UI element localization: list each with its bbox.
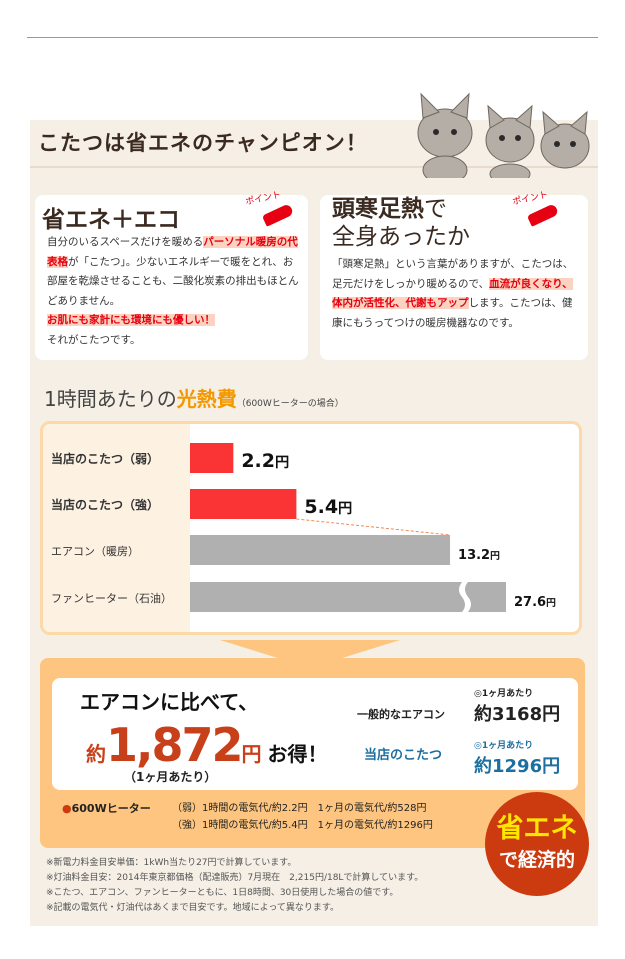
aircon-label: 一般的なエアコン — [357, 708, 445, 721]
heater-spec-label: ●600Wヒーター — [62, 802, 151, 815]
pointing-hand-icon — [261, 203, 295, 227]
title-divider — [30, 166, 598, 168]
kotatsu-label: 当店のこたつ — [364, 748, 443, 763]
health-heading: 頭寒足熱で 全身あったか — [332, 196, 470, 250]
health-body: 「頭寒足熱」という言葉がありますが、こたつは、足元だけをしっかり暖めるので、血流… — [332, 258, 574, 329]
bar-value-label: 27.6円 — [514, 595, 556, 610]
eco-card: 省エネ＋エコ ポイント 自分のいるスペースだけを暖めるパーソナル暖房の代表格が「… — [35, 190, 308, 360]
bar-value-label: 5.4円 — [304, 496, 352, 518]
aircon-value: 約3168円 — [474, 704, 561, 725]
bar — [190, 489, 297, 519]
per-month-note: （1ヶ月あたり） — [124, 770, 217, 784]
eco-body: 自分のいるスペースだけを暖めるパーソナル暖房の代表格が「こたつ」。少ないエネルギ… — [47, 236, 299, 346]
eco-heading: 省エネ＋エコ — [42, 207, 180, 233]
footnotes: ※新電力料金目安単価：1kWh当たり27円で計算しています。 ※灯油料金目安：2… — [46, 858, 424, 913]
bar — [190, 582, 506, 612]
kittens-illustration — [417, 92, 590, 178]
kotatsu-note: ◎1ヶ月あたり — [474, 741, 534, 751]
savings-amount: 約1,872円 お得！ — [86, 718, 328, 772]
eco-badge: 省エネ で経済的 — [485, 792, 589, 896]
cost-section-title: 1時間あたりの光熱費（600Wヒーターの場合） — [44, 387, 344, 411]
label-column — [43, 424, 190, 632]
bar-value-label: 2.2円 — [241, 450, 289, 472]
savings-summary: エアコンに比べて、 約1,872円 お得！ （1ヶ月あたり） 一般的なエアコン ◎… — [52, 678, 578, 790]
bar-label: ファンヒーター（石油） — [51, 591, 172, 605]
bar-label: 当店のこたつ（弱） — [51, 451, 159, 466]
bar — [190, 535, 451, 565]
page-title: こたつは省エネのチャンピオン！ — [38, 131, 368, 155]
bar — [190, 443, 234, 473]
axis-break-mark — [459, 582, 471, 612]
bar-label: 当店のこたつ（強） — [51, 497, 159, 512]
pointing-hand-icon — [526, 203, 560, 227]
bar-label: エアコン（暖房） — [51, 545, 139, 558]
cost-bar-chart: 当店のこたつ（弱） 2.2円当店のこたつ（強） 5.4円エアコン（暖房） 13.2円フ… — [40, 421, 582, 635]
compare-lead: エアコンに比べて、 — [80, 690, 259, 714]
top-divider — [27, 37, 598, 38]
heater-spec-lines: （弱）1時間の電気代/約2.2円 1ヶ月の電気代/約528円 （強）1時間の電気代… — [172, 803, 433, 831]
bar-value-label: 13.2円 — [458, 548, 500, 563]
health-card: 頭寒足熱で 全身あったか ポイント 「頭寒足熱」という言葉がありますが、こたつは、… — [320, 190, 588, 360]
aircon-note: ◎1ヶ月あたり — [474, 689, 534, 699]
comparison-dashed-line — [296, 518, 451, 536]
kotatsu-value: 約1296円 — [474, 756, 561, 777]
